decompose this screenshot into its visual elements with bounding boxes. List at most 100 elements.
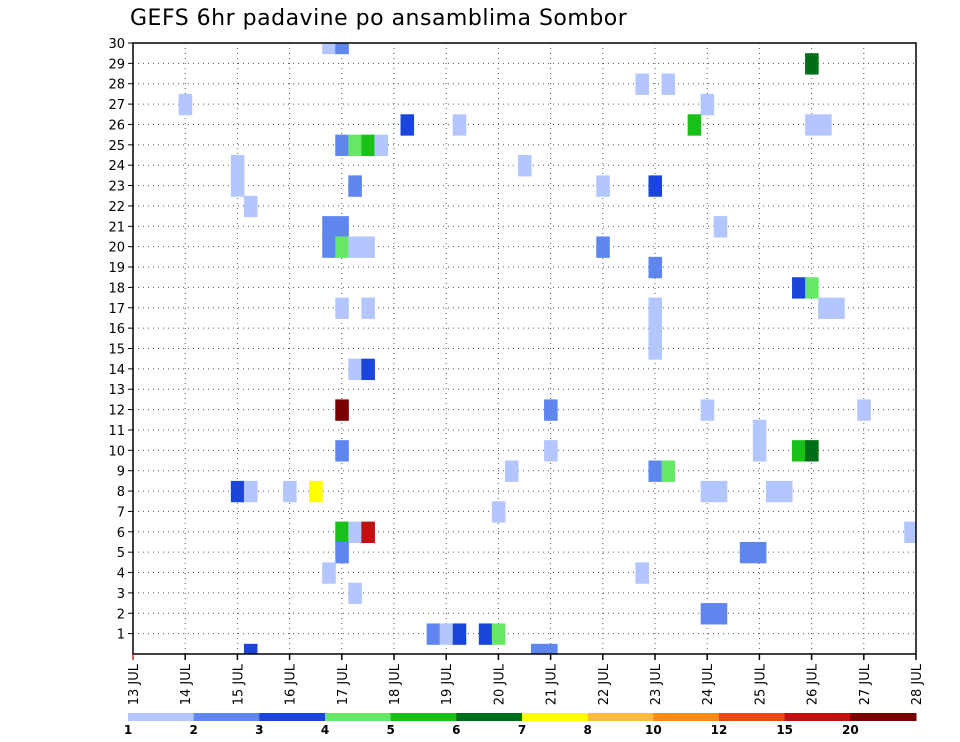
data-cell [700, 399, 715, 421]
data-cell [517, 155, 532, 177]
data-cell [857, 399, 871, 421]
y-tick-label: 1 [117, 628, 125, 643]
colorbar-label: 10 [645, 723, 662, 737]
data-cell [361, 358, 375, 381]
data-cell [661, 73, 676, 95]
data-cell [230, 175, 245, 197]
colorbar-label: 20 [842, 723, 859, 737]
data-cell [335, 297, 349, 319]
data-cell [361, 297, 375, 319]
colorbar-label: 15 [776, 723, 793, 737]
data-cell [335, 43, 349, 55]
data-cell [426, 623, 441, 645]
data-cell [230, 155, 245, 177]
colorbar-label: 5 [386, 723, 394, 737]
y-tick-label: 23 [108, 180, 125, 195]
y-tick-label: 14 [108, 363, 125, 378]
data-cell [478, 623, 493, 645]
y-tick-label: 13 [108, 383, 125, 398]
data-cell [452, 623, 467, 645]
y-tick-label: 10 [108, 444, 125, 459]
data-cell [831, 297, 845, 319]
colorbar-segment [325, 713, 392, 721]
y-tick-label: 6 [117, 526, 125, 541]
data-cell [322, 562, 336, 584]
data-cell [752, 440, 767, 462]
y-tick-label: 19 [108, 261, 125, 276]
data-cell [309, 480, 323, 503]
data-cell [348, 236, 362, 258]
data-cell [361, 521, 375, 543]
data-cell [348, 134, 362, 157]
y-tick-label: 8 [117, 485, 125, 500]
data-cell [335, 236, 349, 258]
data-cell [243, 195, 258, 218]
y-tick-label: 27 [108, 98, 125, 113]
data-cell [739, 541, 754, 564]
data-cell [648, 338, 663, 360]
x-tick-label: 25 JUL [753, 663, 768, 705]
data-cell [348, 175, 362, 197]
data-cell [596, 175, 610, 197]
data-cell [439, 623, 454, 645]
x-tick-label: 23 JUL [649, 663, 664, 705]
data-cell [400, 114, 415, 136]
data-cell [752, 541, 767, 564]
data-cell [661, 460, 676, 482]
y-tick-label: 26 [108, 118, 125, 133]
colorbar-segment [719, 713, 786, 721]
data-cell [648, 175, 663, 197]
data-cell [361, 134, 375, 157]
colorbar-segment [128, 713, 195, 721]
colorbar-segment [653, 713, 720, 721]
chart-title: GEFS 6hr padavine po ansamblima Sombor [130, 6, 628, 31]
data-cell [243, 480, 258, 503]
colorbar-segment [850, 713, 917, 721]
data-cell [700, 93, 715, 116]
data-cell [178, 93, 193, 116]
data-cell [335, 521, 349, 543]
data-cell [348, 358, 362, 381]
data-cell [805, 440, 819, 462]
data-cell [765, 480, 780, 503]
data-cell [648, 256, 663, 279]
data-cell [335, 399, 349, 421]
y-tick-label: 9 [117, 465, 125, 480]
y-tick-label: 12 [108, 404, 125, 419]
x-tick-label: 15 JUL [231, 663, 246, 705]
colorbar-label: 7 [518, 723, 526, 737]
x-tick-label: 22 JUL [597, 663, 612, 705]
colorbar-label: 6 [452, 723, 460, 737]
data-cell [322, 236, 336, 258]
x-tick-label: 26 JUL [806, 663, 821, 705]
y-tick-label: 22 [108, 200, 125, 215]
data-cell [322, 43, 336, 55]
y-tick-label: 15 [108, 343, 125, 358]
data-cell [452, 114, 467, 136]
colorbar-segment [259, 713, 326, 721]
y-tick-label: 28 [108, 78, 125, 93]
data-cell [243, 643, 258, 654]
data-cell [635, 73, 649, 95]
colorbar-label: 8 [583, 723, 591, 737]
data-cell [805, 114, 819, 136]
data-cell [713, 480, 728, 503]
y-tick-label: 21 [108, 220, 125, 235]
data-cell [596, 236, 610, 258]
data-cell [713, 216, 728, 238]
data-cell [230, 480, 245, 503]
data-cell [648, 297, 663, 319]
colorbar-segment [587, 713, 654, 721]
data-cell [687, 114, 702, 136]
colorbar-segment [456, 713, 523, 721]
y-tick-label: 25 [108, 139, 125, 154]
data-cell [904, 521, 917, 543]
y-tick-label: 30 [108, 37, 125, 52]
y-tick-label: 4 [117, 567, 125, 582]
data-cell [700, 480, 715, 503]
y-tick-label: 17 [108, 302, 125, 317]
data-cell [544, 643, 558, 654]
data-cell [335, 440, 349, 462]
data-cell [713, 603, 728, 625]
y-tick-label: 2 [117, 607, 125, 622]
